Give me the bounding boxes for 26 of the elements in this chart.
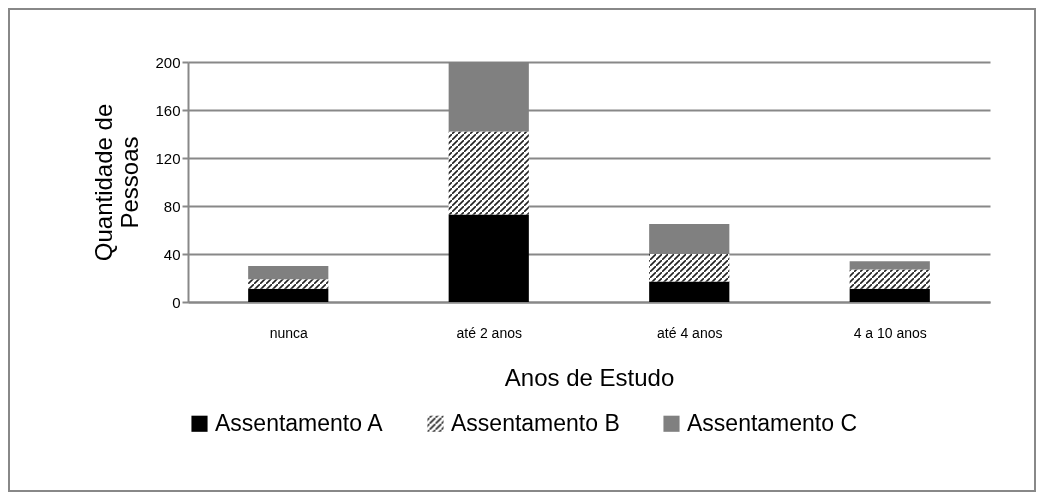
bar (649, 281, 730, 302)
legend-label: Assentamento B (451, 409, 620, 436)
legend-label: Assentamento C (687, 409, 858, 436)
y-tick-label: 40 (163, 245, 181, 263)
y-tick-label: 0 (172, 293, 181, 311)
legend-label: Assentamento A (215, 409, 384, 436)
bar (248, 279, 329, 289)
bar (448, 214, 529, 302)
bar (649, 224, 730, 254)
bar (248, 288, 329, 302)
y-tick-label: 80 (163, 197, 181, 215)
x-tick-label: até 4 anos (657, 324, 723, 341)
y-tick-label: 200 (155, 53, 181, 71)
y-axis-title: Quantidade de Pessoas (90, 103, 144, 262)
x-axis-title: Anos de Estudo (504, 363, 675, 391)
bar (448, 131, 529, 215)
x-tick-label: até 2 anos (456, 324, 522, 341)
x-tick-label: nunca (269, 324, 309, 341)
bar (649, 254, 730, 282)
y-tick-label: 120 (155, 149, 181, 167)
y-tick-label: 160 (155, 101, 181, 119)
bar (849, 288, 930, 302)
bar (849, 261, 930, 270)
bar (248, 266, 329, 280)
bar (849, 269, 930, 289)
x-tick-label: 4 a 10 anos (853, 324, 927, 341)
